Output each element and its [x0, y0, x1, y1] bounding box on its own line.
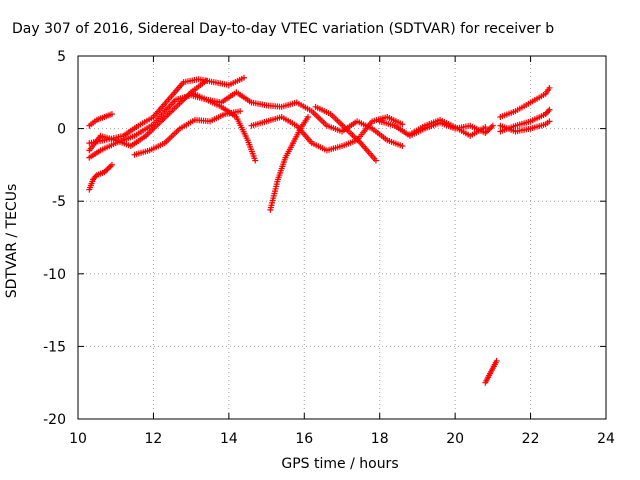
data-point — [252, 157, 259, 164]
data-point — [546, 118, 553, 125]
y-axis-label: SDTVAR / TECUs — [4, 183, 20, 299]
data-point — [399, 121, 406, 128]
y-tick-label: -15 — [43, 339, 66, 355]
series-arc-10 — [312, 103, 379, 164]
x-tick-label: 14 — [220, 431, 238, 447]
series-arc-1 — [86, 92, 259, 164]
x-tick-label: 22 — [522, 431, 540, 447]
series-arc-9 — [267, 113, 312, 213]
data-point — [203, 77, 210, 84]
data-point — [237, 108, 244, 115]
series-arc-15 — [497, 118, 553, 135]
x-tick-label: 18 — [371, 431, 389, 447]
series-arc-12 — [406, 116, 489, 139]
y-tick-label: -20 — [43, 412, 66, 428]
y-tick-label: 5 — [57, 49, 66, 65]
y-tick-label: -5 — [52, 194, 66, 210]
x-tick-label: 24 — [597, 431, 615, 447]
data-point — [372, 157, 379, 164]
x-tick-label: 12 — [145, 431, 163, 447]
x-axis-label: GPS time / hours — [281, 456, 399, 472]
data-point — [546, 84, 553, 91]
series-arc-4 — [131, 108, 244, 158]
data-point — [546, 106, 553, 113]
data-point — [305, 113, 312, 120]
series-arc-7 — [188, 89, 406, 150]
plot-frame — [77, 55, 607, 420]
data-point — [108, 161, 115, 168]
series-arc-5 — [86, 161, 115, 193]
x-tick-label: 10 — [69, 431, 87, 447]
series-arc-6 — [86, 111, 115, 129]
data-point — [493, 357, 500, 364]
x-tick-label: 20 — [446, 431, 464, 447]
series-arc-8 — [248, 113, 406, 154]
series-arc-16 — [482, 357, 500, 386]
series-arc-13 — [497, 84, 553, 120]
y-tick-label: -10 — [43, 267, 66, 283]
axis-ticks: 10 12 14 16 18 20 22 24 5 0 -5 -10 -15 -20 — [43, 49, 615, 447]
chart-title: Day 307 of 2016, Sidereal Day-to-day VTE… — [12, 21, 555, 37]
data-point — [399, 143, 406, 150]
x-tick-label: 16 — [295, 431, 313, 447]
data-point — [108, 111, 115, 118]
data-point — [240, 74, 247, 81]
series-arc-3 — [86, 77, 210, 154]
data-point — [482, 124, 489, 131]
data-points — [86, 74, 553, 386]
y-tick-label: 0 — [57, 122, 66, 138]
data-point — [489, 122, 496, 129]
